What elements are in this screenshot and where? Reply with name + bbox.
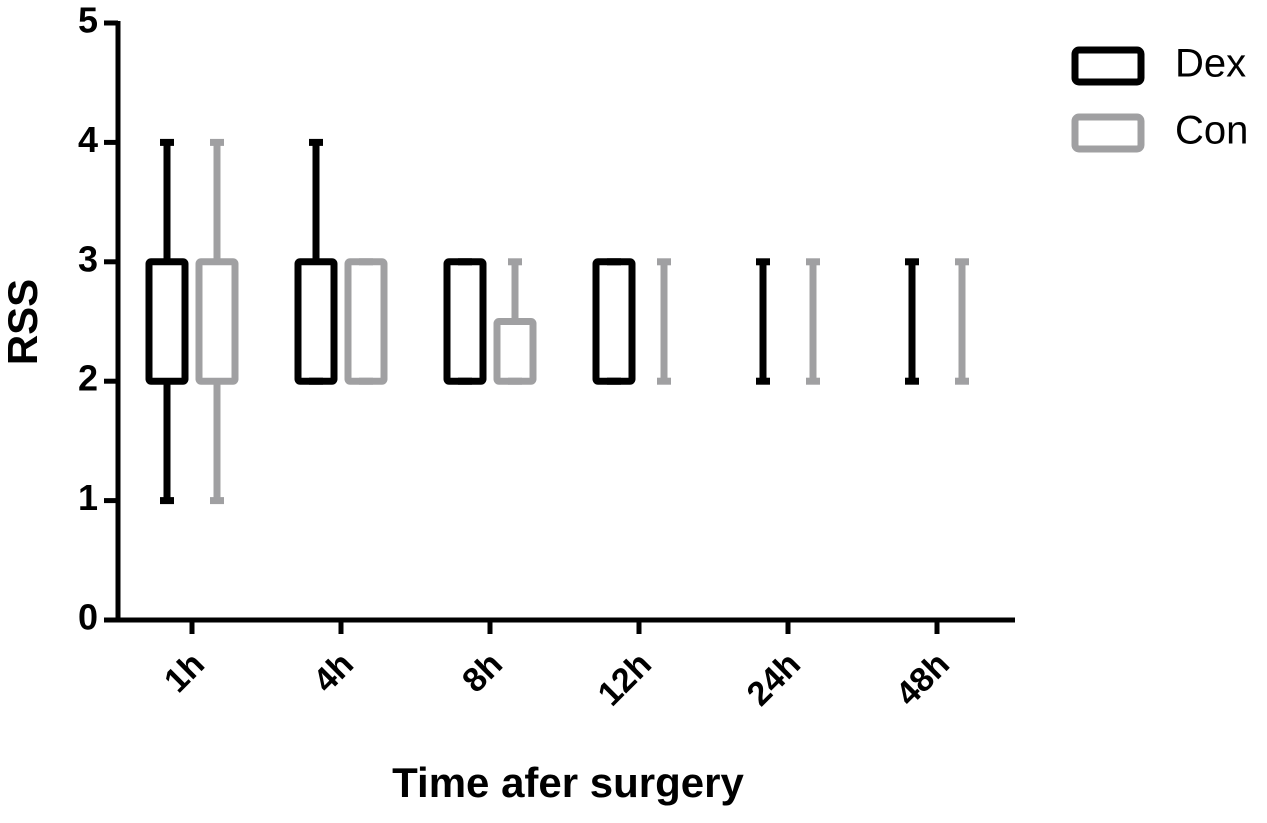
box [195, 258, 239, 385]
legend-swatch [1071, 46, 1145, 86]
y-tick-label: 1 [78, 477, 98, 518]
x-tick-label: 24h [740, 645, 808, 713]
legend-label: Dex [1175, 42, 1246, 86]
legend-label: Con [1175, 109, 1248, 153]
x-tick-label: 48h [889, 645, 957, 713]
y-tick-label: 0 [78, 597, 98, 638]
x-tick-label: 1h [157, 645, 212, 700]
box [493, 318, 537, 385]
box [592, 258, 636, 385]
x-axis-title: Time afer surgery [392, 759, 744, 806]
y-tick-label: 4 [78, 119, 98, 160]
box [294, 258, 338, 385]
box [145, 258, 189, 385]
y-tick-label: 2 [78, 358, 98, 399]
y-tick-label: 3 [78, 238, 98, 279]
y-tick-label: 5 [78, 0, 98, 41]
y-axis-title: RSS [0, 279, 46, 365]
x-tick-label: 4h [306, 645, 361, 700]
box [344, 258, 388, 385]
legend-swatch [1071, 113, 1145, 153]
box [443, 258, 487, 385]
x-tick-label: 8h [455, 645, 510, 700]
x-tick-label: 12h [591, 645, 659, 713]
